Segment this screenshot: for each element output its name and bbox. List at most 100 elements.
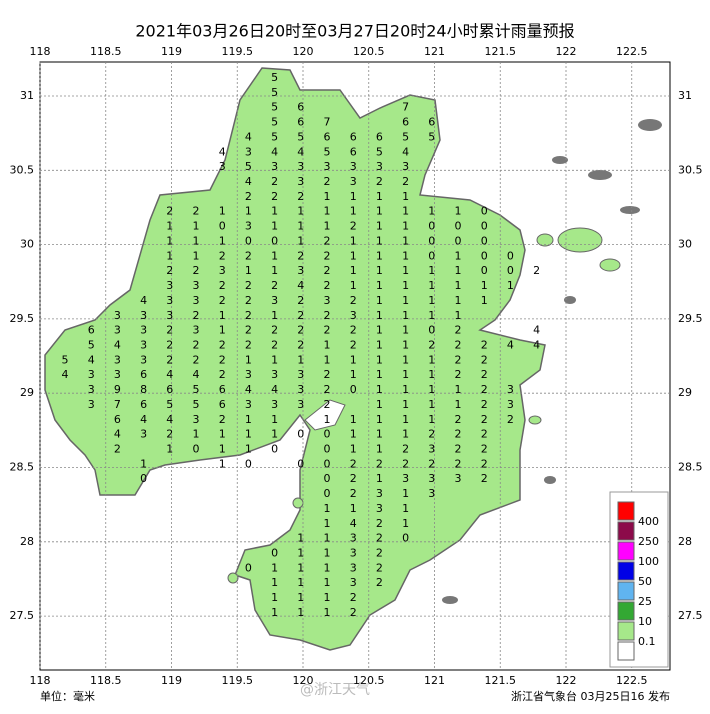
rain-value: 4 [297,279,304,292]
rain-value: 5 [166,398,173,411]
rain-value: 3 [350,576,357,589]
rain-value: 3 [350,175,357,188]
rain-value: 0 [324,428,331,441]
lon-label-top: 122 [556,45,577,58]
rain-value: 1 [350,502,357,515]
rain-value: 2 [324,234,331,247]
rain-value: 2 [166,353,173,366]
rain-value: 2 [245,294,252,307]
rain-value: 2 [297,338,304,351]
rain-value: 1 [297,220,304,233]
rain-value: 1 [324,532,331,545]
rain-value: 6 [88,324,95,337]
rain-value: 3 [271,398,278,411]
rain-value: 3 [297,175,304,188]
rain-value: 2 [219,338,226,351]
rain-value: 0 [297,457,304,470]
rain-value: 2 [533,264,540,277]
rain-value: 4 [350,517,357,530]
rain-value: 3 [140,324,147,337]
rain-value: 2 [219,279,226,292]
rain-value: 1 [402,413,409,426]
rain-value: 5 [297,130,304,143]
rain-value: 2 [481,413,488,426]
rain-value: 0 [324,457,331,470]
rain-value: 1 [271,428,278,441]
rain-value: 1 [324,338,331,351]
rain-value: 2 [245,309,252,322]
rain-value: 1 [350,413,357,426]
rain-value: 0 [350,383,357,396]
rain-value: 3 [88,368,95,381]
rain-value: 4 [166,413,173,426]
rain-value: 5 [376,145,383,158]
rain-value: 1 [350,190,357,203]
rain-value: 2 [193,353,200,366]
rain-value: 3 [428,472,435,485]
rain-value: 5 [193,398,200,411]
legend-swatch [617,561,635,581]
lat-label-left: 28.5 [10,461,35,474]
legend-level: 50 [638,575,652,588]
rain-value: 3 [297,160,304,173]
rain-value: 1 [402,353,409,366]
issuer: 浙江省气象台 03月25日16 发布 [511,689,670,703]
rain-value: 5 [88,338,95,351]
legend-level: 100 [638,555,659,568]
rain-value: 2 [350,606,357,619]
rain-value: 1 [402,249,409,262]
rain-value: 1 [376,368,383,381]
rain-value: 1 [455,398,462,411]
rain-value: 1 [297,576,304,589]
rain-value: 3 [114,353,121,366]
rain-value: 3 [219,264,226,277]
rain-value: 1 [324,220,331,233]
lat-label-left: 27.5 [10,609,35,622]
rain-value: 0 [402,532,409,545]
rain-value: 1 [428,353,435,366]
rain-value: 3 [219,160,226,173]
rain-value: 1 [402,487,409,500]
rain-value: 1 [166,220,173,233]
rain-value: 4 [271,145,278,158]
rain-value: 7 [114,398,121,411]
rain-value: 6 [402,116,409,129]
rain-value: 3 [114,309,121,322]
rain-value: 2 [402,443,409,456]
rain-value: 1 [428,309,435,322]
rain-value: 1 [297,547,304,560]
lon-label-bottom: 118.5 [90,674,122,687]
rain-value: 3 [140,353,147,366]
rain-value: 2 [245,279,252,292]
rain-value: 3 [166,309,173,322]
rain-value: 1 [428,205,435,218]
rain-value: 1 [428,368,435,381]
rain-value: 1 [402,338,409,351]
rain-value: 2 [166,205,173,218]
rain-value: 3 [271,368,278,381]
rain-value: 4 [507,338,514,351]
rain-value: 1 [297,532,304,545]
rain-value: 2 [219,249,226,262]
legend-level: 0.1 [638,635,656,648]
rain-value: 2 [324,249,331,262]
lat-label-right: 29.5 [678,312,703,325]
rain-value: 1 [455,264,462,277]
rain-value: 0 [481,205,488,218]
rain-value: 2 [350,338,357,351]
rain-value: 2 [350,472,357,485]
rain-value: 0 [297,428,304,441]
rain-value: 3 [376,502,383,515]
rain-value: 2 [376,547,383,560]
rain-value: 1 [376,294,383,307]
rain-value: 1 [376,383,383,396]
rain-value: 1 [402,368,409,381]
rain-value: 1 [376,472,383,485]
rain-value: 3 [324,160,331,173]
lat-label-right: 29 [678,386,692,399]
rain-value: 1 [245,353,252,366]
rain-value: 2 [481,383,488,396]
rain-value: 5 [271,101,278,114]
lon-label-bottom: 120.5 [353,674,385,687]
